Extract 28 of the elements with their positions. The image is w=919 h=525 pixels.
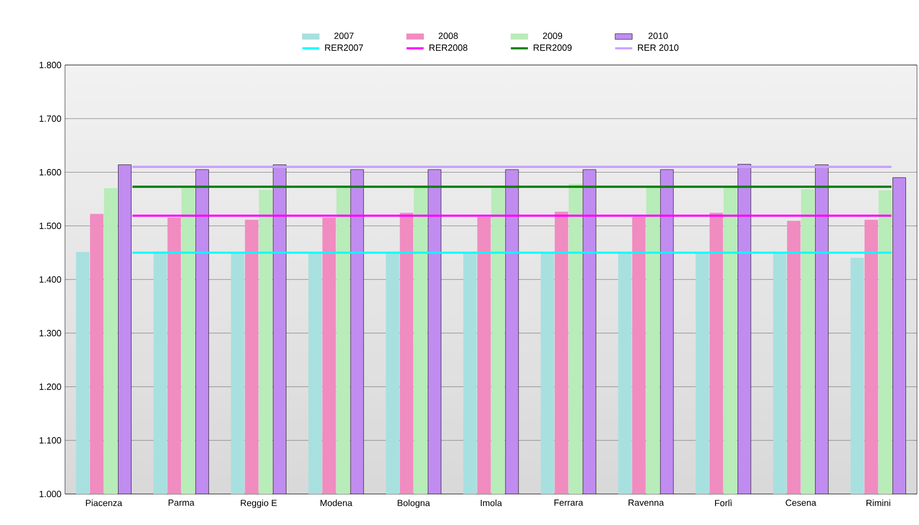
y-tick-label: 1.200 xyxy=(40,384,62,390)
y-tick-label: 1.600 xyxy=(40,169,62,176)
x-tick-label: Modena xyxy=(320,500,352,506)
x-tick-label: Ferrara xyxy=(554,500,584,506)
legend-label: RER2009 xyxy=(534,44,572,51)
legend-label: 2010 xyxy=(648,32,668,40)
y-tick-label: 1.400 xyxy=(40,276,62,283)
x-tick-label: Reggio E xyxy=(240,500,277,508)
y-tick-label: 1.300 xyxy=(40,330,62,336)
legend-label: RER2007 xyxy=(325,44,363,51)
x-tick-label: Rimini xyxy=(866,500,890,506)
legend-label: RER 2010 xyxy=(638,44,678,51)
x-tick-label: Forlì xyxy=(715,500,732,506)
y-tick-label: 1.500 xyxy=(40,222,62,230)
y-tick-label: 1.000 xyxy=(40,490,62,498)
legend-label: 2008 xyxy=(438,32,458,40)
legend-label: RER2008 xyxy=(429,44,468,51)
x-tick-label: Imola xyxy=(480,500,502,506)
x-tick-label: Ravenna xyxy=(628,500,664,506)
x-tick-label: Parma xyxy=(168,500,194,506)
x-tick-label: Bologna xyxy=(398,500,430,508)
legend-label: 2007 xyxy=(334,32,354,40)
x-tick-label: Cesena xyxy=(786,500,816,506)
y-tick-label: 1.800 xyxy=(40,62,62,68)
legend-label: 2009 xyxy=(542,32,562,40)
y-tick-label: 1.700 xyxy=(40,115,62,122)
x-tick-label: Piacenza xyxy=(86,500,122,506)
y-tick-label: 1.100 xyxy=(40,437,62,444)
